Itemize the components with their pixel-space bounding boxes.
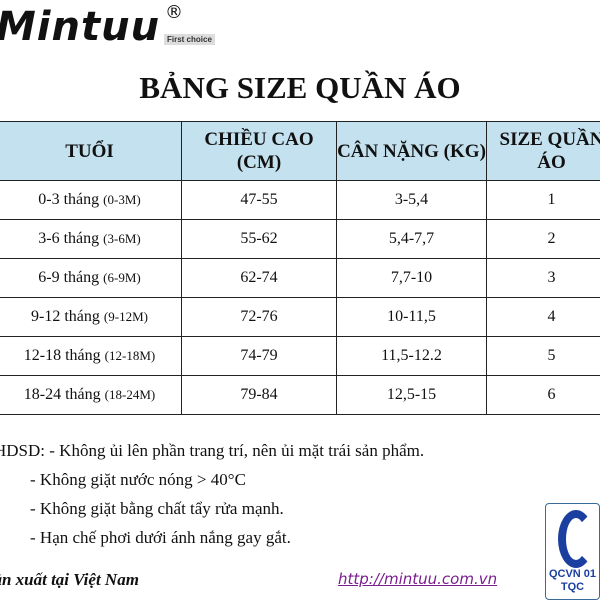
note-line: HDSD: - Không ủi lên phần trang trí, nên… xyxy=(0,441,425,460)
cell-height: 74-79 xyxy=(181,336,337,376)
note-line: - Không giặt bằng chất tẩy rửa mạnh. xyxy=(30,499,284,518)
age-code: (0-3M) xyxy=(103,192,141,207)
age-label: 6-9 tháng xyxy=(38,269,100,286)
table-header-row: TUỔI CHIỀU CAO (CM) CÂN NẶNG (KG) SIZE Q… xyxy=(0,121,600,181)
cell-age: 3-6 tháng (3-6M) xyxy=(0,219,182,259)
cell-weight: 3-5,4 xyxy=(336,180,487,220)
header-age: TUỔI xyxy=(0,121,182,181)
header-height: CHIỀU CAO (CM) xyxy=(181,121,337,181)
cell-weight: 5,4-7,7 xyxy=(336,219,487,259)
table-row: 18-24 tháng (18-24M) 79-84 12,5-15 6 xyxy=(0,375,600,415)
size-table: TUỔI CHIỀU CAO (CM) CÂN NẶNG (KG) SIZE Q… xyxy=(0,121,600,415)
origin-text: Sản xuất tại Việt Nam xyxy=(0,570,139,589)
age-code: (9-12M) xyxy=(103,309,148,324)
table-row: 12-18 tháng (12-18M) 74-79 11,5-12.2 5 xyxy=(0,336,600,376)
note-line: - Không giặt nước nóng > 40°C xyxy=(30,470,246,489)
cell-size: 5 xyxy=(486,336,600,376)
age-code: (6-9M) xyxy=(103,270,141,285)
age-label: 12-18 tháng xyxy=(23,347,101,364)
registered-mark: ® xyxy=(165,2,183,23)
cell-weight: 7,7-10 xyxy=(336,258,487,298)
age-label: 0-3 tháng xyxy=(38,191,100,208)
cell-height: 79-84 xyxy=(181,375,337,415)
age-label: 3-6 tháng xyxy=(38,230,100,247)
logo-tagline: First choice xyxy=(164,34,215,45)
cell-height: 62-74 xyxy=(181,258,337,298)
cell-size: 3 xyxy=(486,258,600,298)
age-code: (12-18M) xyxy=(104,348,156,363)
website-link[interactable]: http://mintuu.com.vn xyxy=(338,570,498,588)
cell-size: 6 xyxy=(486,375,600,415)
table-row: 9-12 tháng (9-12M) 72-76 10-11,5 4 xyxy=(0,297,600,337)
header-weight: CÂN NẶNG (KG) xyxy=(336,121,487,181)
cell-size: 1 xyxy=(486,180,600,220)
header-size: SIZE QUẦN ÁO xyxy=(486,121,600,181)
cell-height: 47-55 xyxy=(181,180,337,220)
age-code: (3-6M) xyxy=(103,231,141,246)
table-row: 3-6 tháng (3-6M) 55-62 5,4-7,7 2 xyxy=(0,219,600,259)
table-row: 0-3 tháng (0-3M) 47-55 3-5,4 1 xyxy=(0,180,600,220)
age-label: 18-24 tháng xyxy=(23,386,101,403)
certification-logo: QCVN 01 TQC xyxy=(545,503,600,600)
cell-weight: 10-11,5 xyxy=(336,297,487,337)
cell-height: 72-76 xyxy=(181,297,337,337)
note-line: - Hạn chế phơi dưới ánh nắng gay gắt. xyxy=(30,528,291,547)
age-label: 9-12 tháng xyxy=(31,308,100,325)
brand-logo: Mintuu xyxy=(0,4,161,50)
cell-age: 0-3 tháng (0-3M) xyxy=(0,180,182,220)
cert-text: QCVN 01 TQC xyxy=(548,568,597,593)
cert-c-icon xyxy=(558,510,594,568)
cell-age: 9-12 tháng (9-12M) xyxy=(0,297,182,337)
age-code: (18-24M) xyxy=(104,387,156,402)
cell-weight: 12,5-15 xyxy=(336,375,487,415)
cell-age: 6-9 tháng (6-9M) xyxy=(0,258,182,298)
cell-age: 18-24 tháng (18-24M) xyxy=(0,375,182,415)
cell-weight: 11,5-12.2 xyxy=(336,336,487,376)
cell-age: 12-18 tháng (12-18M) xyxy=(0,336,182,376)
page-title: BẢNG SIZE QUẦN ÁO xyxy=(139,70,461,105)
cell-size: 4 xyxy=(486,297,600,337)
table-row: 6-9 tháng (6-9M) 62-74 7,7-10 3 xyxy=(0,258,600,298)
cell-size: 2 xyxy=(486,219,600,259)
cell-height: 55-62 xyxy=(181,219,337,259)
care-instructions: HDSD: - Không ủi lên phần trang trí, nên… xyxy=(0,436,424,552)
